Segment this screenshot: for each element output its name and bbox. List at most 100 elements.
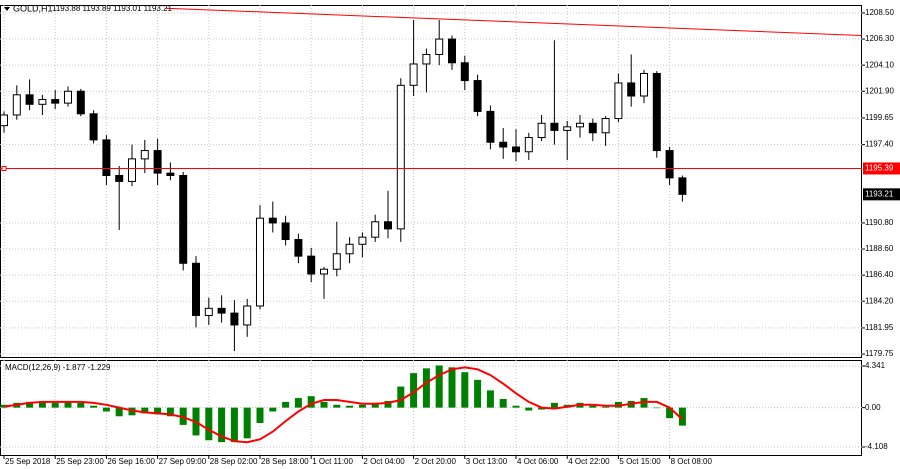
trend-line xyxy=(165,7,862,36)
candle-body xyxy=(512,146,520,153)
y-tick-label: 1181.95 xyxy=(865,323,894,332)
candle-body xyxy=(332,253,341,270)
macd-bar xyxy=(678,407,686,426)
x-tick-label: 2 Oct 04:00 xyxy=(363,457,405,466)
candle-body xyxy=(499,141,508,148)
candle-body xyxy=(422,53,431,65)
candle-body xyxy=(51,99,60,104)
last-price-box xyxy=(863,188,900,201)
candle-body xyxy=(320,268,328,275)
chart-subtitle: 1193.88 1193.89 1193.01 1193.21 xyxy=(52,4,173,13)
macd-bar xyxy=(666,407,674,419)
candle-body xyxy=(640,72,648,97)
candle-body xyxy=(627,82,636,97)
macd-bar xyxy=(384,400,392,408)
chart-title: GOLD,H1 xyxy=(13,3,53,13)
macd-bar xyxy=(371,402,379,408)
macd-bar xyxy=(550,402,558,408)
x-tick-label: 4 Oct 06:00 xyxy=(517,457,559,466)
candle-body xyxy=(486,110,495,143)
macd-bar xyxy=(26,401,34,408)
price-line-handle xyxy=(1,165,7,171)
candle-body xyxy=(345,243,354,255)
macd-bar xyxy=(77,402,85,408)
macd-bar xyxy=(64,401,72,408)
candle-body xyxy=(576,122,584,128)
candle-body xyxy=(358,236,367,245)
macd-bar xyxy=(38,401,46,408)
candle-body xyxy=(0,114,8,127)
candle-body xyxy=(448,38,456,64)
macd-bar xyxy=(512,405,520,408)
macd-bar xyxy=(410,373,418,408)
macd-bar xyxy=(435,365,443,408)
candle-body xyxy=(12,94,21,116)
candle-body xyxy=(665,150,674,179)
x-tick-label: 26 Sep 16:00 xyxy=(107,457,155,466)
macd-bar xyxy=(499,399,507,408)
candle-body xyxy=(435,38,444,55)
signal-line xyxy=(3,366,684,444)
macd-bar xyxy=(486,390,494,408)
macd-bar xyxy=(525,407,533,411)
marks-layer xyxy=(0,7,862,444)
y-tick-label: 0.00 xyxy=(865,403,881,412)
candle-body xyxy=(192,262,200,316)
candle-body xyxy=(115,174,124,182)
candle-body xyxy=(460,62,469,82)
main-panel xyxy=(0,5,862,358)
macd-title: MACD(12,26,9) -1.877 -1.229 xyxy=(5,363,111,372)
y-tick-label: 1206.30 xyxy=(865,34,894,43)
x-tick-label: 28 Sep 18:00 xyxy=(261,457,309,466)
macd-bar xyxy=(269,407,277,412)
macd-bar xyxy=(358,404,366,408)
candle-body xyxy=(89,113,98,141)
x-tick-label: 5 Oct 15:00 xyxy=(619,457,661,466)
macd-bar xyxy=(320,401,328,408)
candle-body xyxy=(563,126,572,131)
price-line-label: 1195.39 xyxy=(865,164,894,173)
candle-body xyxy=(678,177,687,195)
candle-body xyxy=(524,137,533,153)
price-line-box xyxy=(863,162,900,175)
macd-bar xyxy=(461,372,469,408)
candle-body xyxy=(268,217,277,224)
x-tick-label: 25 Sep 2018 xyxy=(5,457,51,466)
macd-bar xyxy=(397,386,405,408)
macd-bar xyxy=(307,396,315,408)
candle-body xyxy=(614,82,623,120)
candle-body xyxy=(384,221,392,230)
y-tick-label: 4.341 xyxy=(865,361,886,370)
macd-bar xyxy=(333,404,341,408)
labels-layer: 1208.50 1206.30 1204.10 1201.90 1199.65 1197.… xyxy=(3,8,900,466)
candle-body xyxy=(102,139,111,176)
macd-bar xyxy=(602,406,610,408)
x-tick-label: 3 Oct 13:00 xyxy=(466,457,508,466)
macd-bar xyxy=(282,401,290,408)
candle-body xyxy=(38,99,47,105)
candle-body xyxy=(76,90,85,115)
x-tick-label: 8 Oct 08:00 xyxy=(671,457,713,466)
y-tick-label: 1201.90 xyxy=(865,86,894,95)
candle-body xyxy=(128,158,136,182)
candle-body xyxy=(140,150,149,160)
y-tick-label: 1179.75 xyxy=(865,349,894,358)
candle-body xyxy=(179,174,188,264)
candle-body xyxy=(307,255,316,275)
y-tick-label: 1199.65 xyxy=(865,113,894,122)
y-tick-label: 1208.50 xyxy=(865,8,894,17)
candle-body xyxy=(588,122,597,134)
y-tick-label: 1204.10 xyxy=(865,60,894,69)
candle-body xyxy=(409,63,418,86)
candle-body xyxy=(230,312,239,326)
x-tick-label: 28 Sep 02:00 xyxy=(210,457,258,466)
symbol-icon xyxy=(4,7,10,11)
macd-bar xyxy=(346,405,354,408)
macd-bar xyxy=(115,407,123,417)
y-tick-label: 1184.20 xyxy=(865,296,894,305)
y-tick-label: 1186.40 xyxy=(865,270,894,279)
x-tick-label: 2 Oct 20:00 xyxy=(415,457,457,466)
x-tick-label: 27 Sep 09:00 xyxy=(159,457,207,466)
macd-bar xyxy=(102,407,110,412)
macd-bar xyxy=(51,402,59,408)
